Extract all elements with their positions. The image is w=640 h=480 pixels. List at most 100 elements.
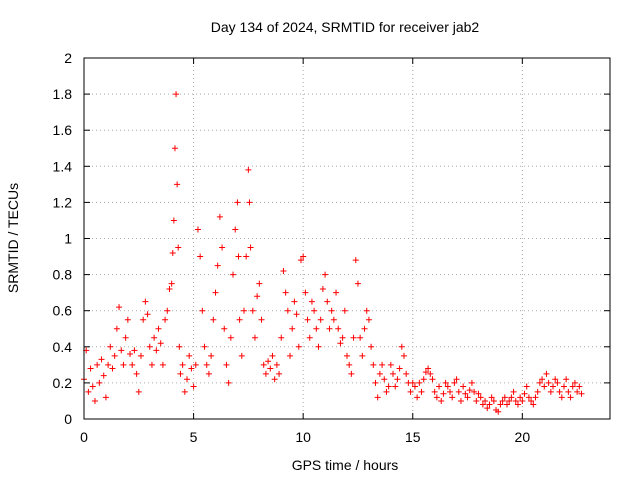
data-point <box>333 289 340 296</box>
y-tick-label: 0.8 <box>53 267 73 283</box>
data-point <box>374 394 381 401</box>
x-tick-label: 15 <box>405 429 421 445</box>
data-point <box>105 361 112 368</box>
x-tick-label: 5 <box>190 429 198 445</box>
data-point <box>482 397 489 404</box>
data-point <box>545 379 552 386</box>
data-point <box>422 369 429 376</box>
data-point <box>223 361 230 368</box>
data-point <box>164 307 171 314</box>
data-point <box>484 405 491 412</box>
data-point <box>512 397 519 404</box>
y-tick-label: 0.4 <box>53 339 73 355</box>
data-point <box>297 257 304 264</box>
data-point <box>168 280 175 287</box>
data-point <box>348 370 355 377</box>
data-point <box>387 361 394 368</box>
data-point <box>210 316 217 323</box>
data-point <box>539 376 546 383</box>
data-point <box>530 401 537 408</box>
data-point <box>140 316 147 323</box>
data-point <box>254 293 261 300</box>
data-point <box>208 352 215 359</box>
data-point <box>155 325 162 332</box>
x-tick-label: 10 <box>295 429 311 445</box>
data-point <box>418 388 425 395</box>
data-point <box>409 379 416 386</box>
data-point <box>230 271 237 278</box>
data-point <box>102 394 109 401</box>
data-point <box>131 347 138 354</box>
data-point <box>508 394 515 401</box>
data-point <box>271 376 278 383</box>
x-tick-label: 20 <box>515 429 531 445</box>
data-point <box>523 383 530 390</box>
data-point <box>190 383 197 390</box>
y-tick-label: 1 <box>64 231 72 247</box>
data-point <box>221 325 228 332</box>
data-point <box>146 343 153 350</box>
data-point <box>203 361 210 368</box>
data-point <box>363 307 370 314</box>
data-point <box>473 397 480 404</box>
data-point <box>368 343 375 350</box>
data-point <box>157 340 164 347</box>
y-tick-label: 1.4 <box>53 158 73 174</box>
data-point <box>236 316 243 323</box>
data-point <box>372 379 379 386</box>
data-point <box>383 388 390 395</box>
data-point <box>98 356 105 363</box>
data-point <box>346 361 353 368</box>
data-point <box>536 379 543 386</box>
data-point <box>390 370 397 377</box>
data-point <box>315 343 322 350</box>
data-point <box>350 334 357 341</box>
y-tick-label: 0.2 <box>53 375 73 391</box>
data-point <box>247 244 254 251</box>
y-tick-label: 2 <box>64 50 72 66</box>
data-point <box>87 365 94 372</box>
data-point <box>400 352 407 359</box>
data-point <box>431 388 438 395</box>
data-point <box>137 352 144 359</box>
data-point <box>392 383 399 390</box>
data-point <box>429 376 436 383</box>
data-point <box>497 401 504 408</box>
data-point <box>407 388 414 395</box>
data-point <box>262 370 269 377</box>
data-point <box>245 166 252 173</box>
data-point <box>490 397 497 404</box>
data-point <box>501 394 508 401</box>
data-point <box>89 383 96 390</box>
x-tick-label: 0 <box>80 429 88 445</box>
data-point <box>499 397 506 404</box>
data-point <box>416 379 423 386</box>
data-point <box>460 383 467 390</box>
data-point <box>510 388 517 395</box>
data-point <box>506 397 513 404</box>
data-point <box>291 298 298 305</box>
data-point <box>324 298 331 305</box>
data-point <box>578 390 585 397</box>
data-point <box>519 397 526 404</box>
data-point <box>267 365 274 372</box>
data-point <box>100 372 107 379</box>
data-point <box>124 316 131 323</box>
data-point <box>265 358 272 365</box>
data-point <box>192 361 199 368</box>
data-point <box>282 289 289 296</box>
data-point <box>133 370 140 377</box>
data-point <box>186 352 193 359</box>
data-point <box>339 334 346 341</box>
x-axis-label: GPS time / hours <box>292 457 399 473</box>
data-point <box>113 325 120 332</box>
data-point <box>444 383 451 390</box>
data-point <box>188 365 195 372</box>
data-point <box>144 311 151 318</box>
data-point <box>148 361 155 368</box>
y-tick-label: 0 <box>64 411 72 427</box>
data-point <box>462 390 469 397</box>
data-point <box>225 379 232 386</box>
data-point <box>234 199 241 206</box>
data-point <box>455 388 462 395</box>
